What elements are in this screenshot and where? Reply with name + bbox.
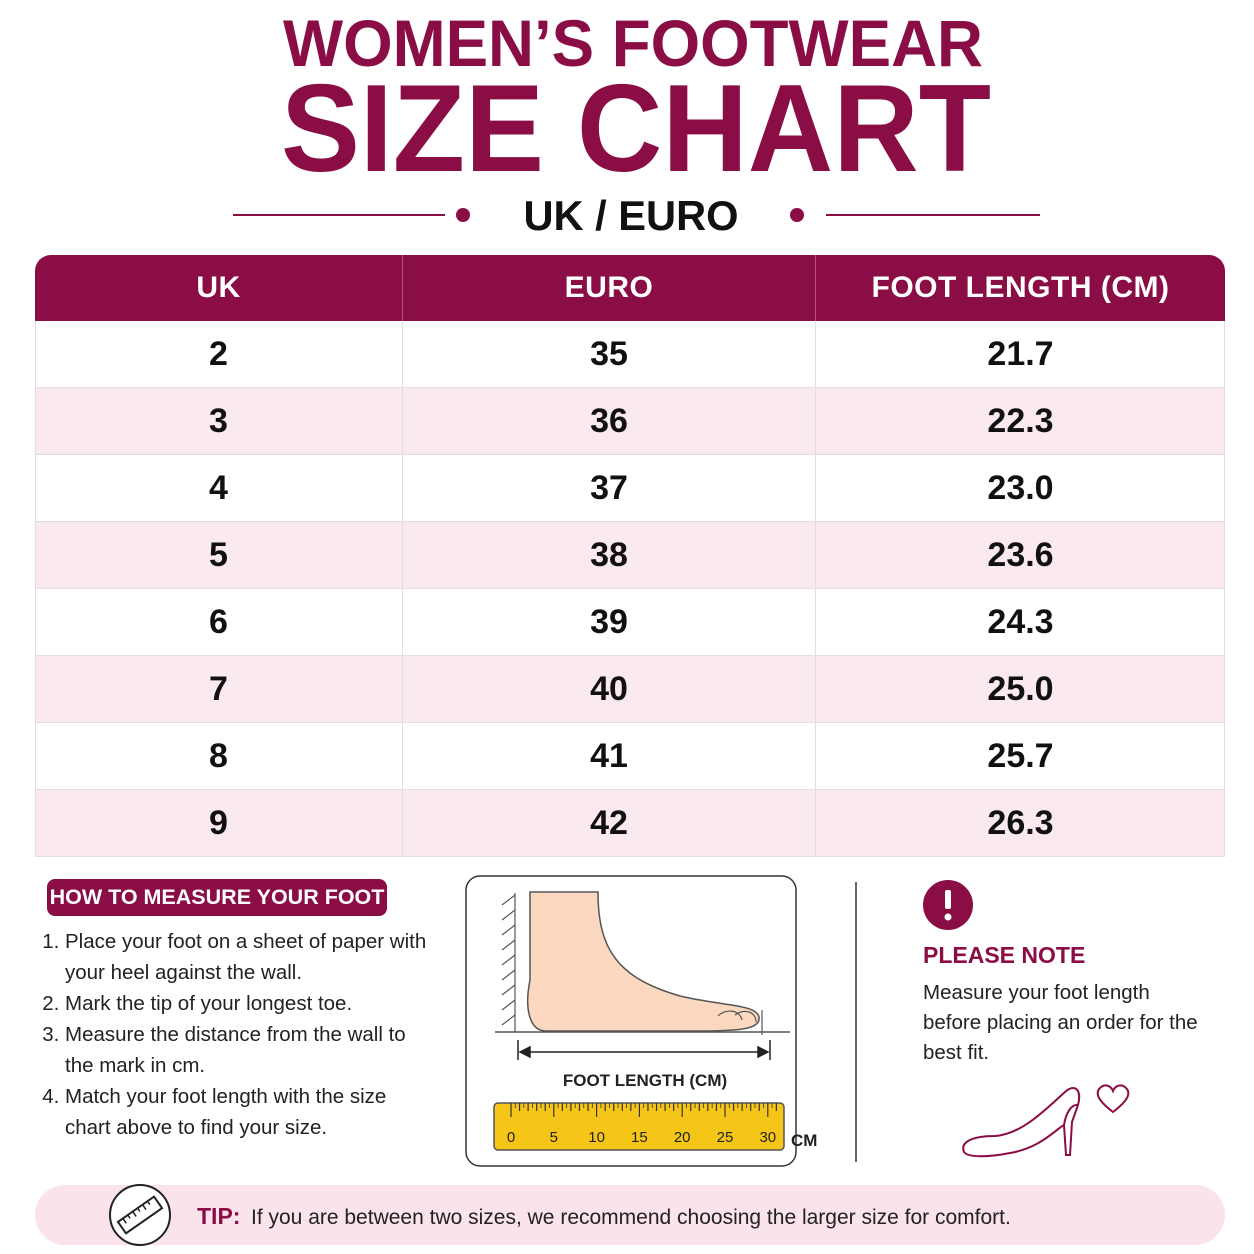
ruler-ticks: 0 5 10 15 20 25 30: [507, 1103, 777, 1146]
note-title: PLEASE NOTE: [923, 942, 1085, 968]
table-cell: 9: [209, 803, 228, 842]
title-line1: WOMEN’S FOOTWEAR: [283, 6, 983, 80]
table-row: 3 36 22.3: [35, 388, 1225, 455]
column-header: UK: [196, 271, 241, 304]
tip-text: If you are between two sizes, we recomme…: [251, 1206, 1011, 1229]
table-cell: 23.6: [815, 522, 1225, 588]
ruler-unit: CM: [791, 1131, 817, 1150]
table-row: 6 39 24.3: [35, 589, 1225, 656]
ruler-label: 25: [717, 1129, 734, 1146]
table-cell: 3: [209, 401, 228, 440]
ruler-label: 0: [507, 1129, 515, 1146]
measure-step: Match your foot length with the size cha…: [65, 1081, 430, 1143]
ruler-label: 15: [631, 1129, 648, 1146]
wall: [501, 893, 516, 1032]
ruler-label: 30: [759, 1129, 776, 1146]
table-cell: 35: [402, 321, 815, 387]
arrow: [517, 1040, 771, 1060]
table-cell: 5: [209, 535, 228, 574]
table-cell: 41: [402, 723, 815, 789]
table-cell: 22.3: [815, 388, 1225, 454]
heart: [1096, 1084, 1130, 1114]
table-cell: 37: [402, 455, 815, 521]
table-cell: 21.7: [815, 321, 1225, 387]
ruler-label: 10: [588, 1129, 605, 1146]
table-cell: 4: [209, 468, 228, 507]
table-cell: 26.3: [815, 790, 1225, 856]
diagram-label: FOOT LENGTH (CM): [563, 1071, 727, 1090]
size-table: UK EURO FOOT LENGTH (CM) 2 35 21.7 3 36 22.3 4 37 2…: [35, 255, 1225, 857]
title-line2: SIZE CHART: [281, 60, 991, 198]
table-cell: 25.7: [815, 723, 1225, 789]
note-text: Measure your foot length before placing …: [923, 981, 1198, 1064]
measure-title: HOW TO MEASURE YOUR FOOT: [47, 879, 387, 916]
dot: [456, 208, 470, 222]
table-row: 5 38 23.6: [35, 522, 1225, 589]
table-cell: 38: [402, 522, 815, 588]
column-header: FOOT LENGTH (CM): [815, 255, 1225, 321]
table-cell: 40: [402, 656, 815, 722]
table-cell: 24.3: [815, 589, 1225, 655]
table-cell: 39: [402, 589, 815, 655]
tip-icon: [109, 1184, 171, 1246]
table-cell: 42: [402, 790, 815, 856]
tip-ruler: [116, 1195, 164, 1235]
table-cell: 6: [209, 602, 228, 641]
subtitle: UK / EURO: [524, 192, 739, 239]
table-cell: 2: [209, 334, 228, 373]
table-row: 4 37 23.0: [35, 455, 1225, 522]
toes: [717, 1010, 757, 1023]
dot: [790, 208, 804, 222]
measure-step: Measure the distance from the wall to th…: [65, 1019, 430, 1081]
measure-steps: Place your foot on a sheet of paper with…: [35, 926, 430, 1143]
alert-dot: [944, 913, 952, 921]
measure-step: Place your foot on a sheet of paper with…: [65, 926, 430, 988]
tip-label: TIP:: [197, 1203, 240, 1229]
table-header: UK EURO FOOT LENGTH (CM): [35, 255, 1225, 321]
table-cell: 23.0: [815, 455, 1225, 521]
tip-bar: [35, 1185, 1225, 1245]
table-row: 7 40 25.0: [35, 656, 1225, 723]
table-row: 9 42 26.3: [35, 790, 1225, 857]
table-row: 8 41 25.7: [35, 723, 1225, 790]
ruler-label: 20: [674, 1129, 691, 1146]
table-cell: 8: [209, 736, 228, 775]
table-cell: 25.0: [815, 656, 1225, 722]
table-cell: 7: [209, 669, 228, 708]
ruler-label: 5: [550, 1129, 558, 1146]
foot: [527, 891, 760, 1032]
shoe: [962, 1087, 1081, 1158]
table-cell: 36: [402, 388, 815, 454]
measure-step: Mark the tip of your longest toe.: [65, 988, 430, 1019]
alert-bar: [945, 890, 951, 909]
column-header: EURO: [402, 255, 815, 321]
table-row: 2 35 21.7: [35, 321, 1225, 388]
